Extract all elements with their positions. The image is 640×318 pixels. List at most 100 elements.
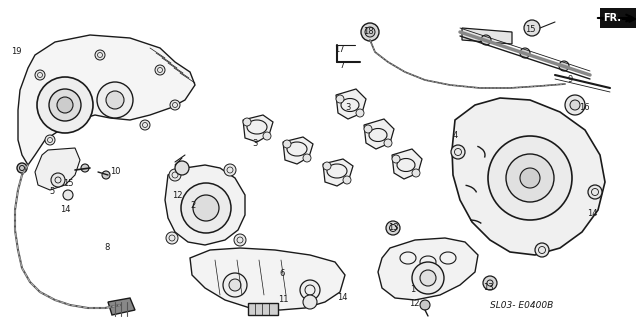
Circle shape: [106, 91, 124, 109]
Circle shape: [520, 168, 540, 188]
Text: 18: 18: [363, 27, 373, 37]
Circle shape: [49, 89, 81, 121]
Polygon shape: [248, 303, 278, 315]
Polygon shape: [35, 148, 80, 190]
Circle shape: [193, 195, 219, 221]
Circle shape: [323, 162, 331, 170]
Polygon shape: [364, 119, 394, 149]
Polygon shape: [336, 89, 366, 119]
Text: 14: 14: [587, 210, 597, 218]
Polygon shape: [600, 8, 636, 28]
Circle shape: [303, 295, 317, 309]
Polygon shape: [243, 115, 273, 142]
Polygon shape: [601, 10, 635, 28]
Circle shape: [263, 132, 271, 140]
Text: 13: 13: [388, 224, 398, 232]
Text: 3: 3: [252, 139, 258, 148]
Polygon shape: [462, 28, 512, 44]
Circle shape: [570, 100, 580, 110]
Circle shape: [45, 135, 55, 145]
Circle shape: [488, 136, 572, 220]
Polygon shape: [108, 298, 135, 315]
Text: 10: 10: [109, 168, 120, 176]
Circle shape: [336, 95, 344, 103]
Text: FR.: FR.: [607, 13, 623, 23]
Text: 5: 5: [49, 188, 54, 197]
Circle shape: [81, 164, 89, 172]
Circle shape: [420, 270, 436, 286]
Text: 1: 1: [410, 286, 415, 294]
Circle shape: [181, 183, 231, 233]
Circle shape: [169, 169, 181, 181]
Circle shape: [166, 232, 178, 244]
Circle shape: [384, 139, 392, 147]
Circle shape: [224, 164, 236, 176]
Circle shape: [451, 145, 465, 159]
Circle shape: [483, 276, 497, 290]
Text: 17: 17: [334, 45, 345, 54]
Circle shape: [559, 61, 569, 71]
Circle shape: [95, 50, 105, 60]
Text: 12: 12: [410, 299, 420, 308]
Text: 14: 14: [60, 205, 70, 215]
Circle shape: [481, 35, 491, 45]
Circle shape: [243, 118, 251, 126]
Circle shape: [356, 109, 364, 117]
Circle shape: [63, 190, 73, 200]
Circle shape: [300, 280, 320, 300]
Text: 4: 4: [452, 132, 458, 141]
Polygon shape: [323, 159, 353, 186]
Circle shape: [234, 234, 246, 246]
Text: 11: 11: [278, 295, 288, 305]
Circle shape: [343, 176, 351, 184]
Polygon shape: [18, 35, 195, 165]
Circle shape: [365, 27, 375, 37]
Circle shape: [412, 169, 420, 177]
Circle shape: [102, 171, 110, 179]
Circle shape: [97, 82, 133, 118]
Circle shape: [420, 300, 430, 310]
Text: 13: 13: [483, 284, 493, 293]
Circle shape: [223, 273, 247, 297]
Text: 16: 16: [579, 102, 589, 112]
Circle shape: [412, 262, 444, 294]
Circle shape: [361, 23, 379, 41]
Text: 19: 19: [12, 47, 22, 57]
Circle shape: [175, 161, 189, 175]
Circle shape: [17, 163, 27, 173]
Circle shape: [506, 154, 554, 202]
Text: 2: 2: [190, 202, 196, 211]
Polygon shape: [165, 165, 245, 245]
Text: 7: 7: [340, 60, 345, 70]
Circle shape: [57, 97, 73, 113]
Text: 15: 15: [525, 25, 535, 34]
Text: 15: 15: [63, 178, 73, 188]
Polygon shape: [190, 248, 345, 310]
Polygon shape: [452, 98, 605, 255]
Circle shape: [51, 173, 65, 187]
Circle shape: [588, 185, 602, 199]
Text: 14: 14: [337, 294, 348, 302]
Text: 8: 8: [104, 243, 109, 252]
Polygon shape: [378, 238, 478, 300]
Circle shape: [565, 95, 585, 115]
Circle shape: [37, 77, 93, 133]
Circle shape: [364, 125, 372, 133]
Circle shape: [35, 70, 45, 80]
Text: 6: 6: [280, 268, 285, 278]
Text: FR.: FR.: [603, 13, 621, 23]
Circle shape: [386, 221, 400, 235]
Circle shape: [170, 100, 180, 110]
FancyArrowPatch shape: [598, 15, 633, 21]
Circle shape: [155, 65, 165, 75]
Circle shape: [392, 155, 400, 163]
Text: 9: 9: [568, 75, 573, 85]
Circle shape: [283, 140, 291, 148]
Circle shape: [524, 20, 540, 36]
Circle shape: [535, 243, 549, 257]
Circle shape: [140, 120, 150, 130]
Circle shape: [229, 279, 241, 291]
Text: SL03- E0400B: SL03- E0400B: [490, 301, 553, 309]
Circle shape: [303, 154, 311, 162]
Text: 3: 3: [346, 103, 351, 113]
